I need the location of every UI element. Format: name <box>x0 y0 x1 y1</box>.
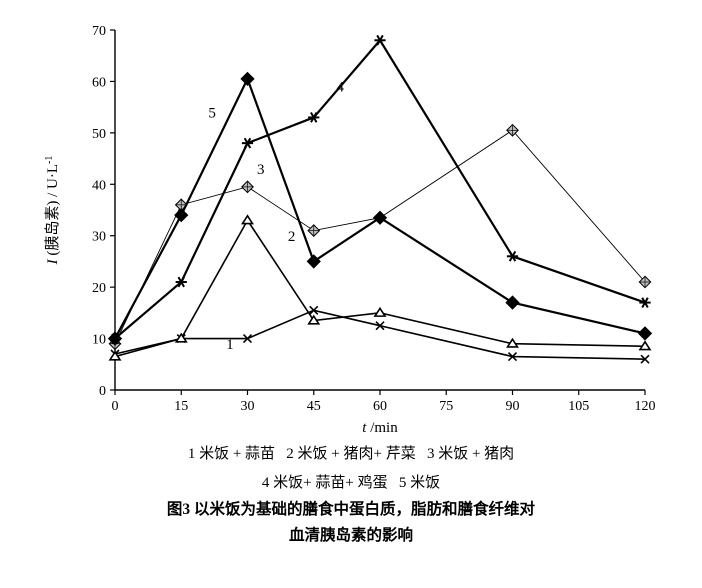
figure-caption: 图3 以米饭为基础的膳食中蛋白质，脂肪和膳食纤维对 血清胰岛素的影响 <box>0 497 702 550</box>
svg-text:30: 30 <box>241 399 255 414</box>
legend-item: 2 米饭 + 猪肉+ 芹菜 <box>286 446 415 462</box>
legend-item: 3 米饭 + 猪肉 <box>427 446 514 462</box>
svg-text:3: 3 <box>257 162 265 178</box>
figure-container: 0102030405060700153045607590105120t /min… <box>0 0 702 588</box>
svg-text:90: 90 <box>506 399 520 414</box>
svg-text:105: 105 <box>568 399 589 414</box>
svg-text:40: 40 <box>92 178 106 193</box>
svg-text:120: 120 <box>635 399 656 414</box>
svg-text:t /min: t /min <box>362 420 398 436</box>
svg-text:30: 30 <box>92 230 106 245</box>
svg-text:5: 5 <box>208 105 216 121</box>
svg-text:50: 50 <box>92 127 106 142</box>
svg-text:20: 20 <box>92 281 106 296</box>
svg-text:I (胰岛素) / U·L-1: I (胰岛素) / U·L-1 <box>44 156 62 266</box>
svg-text:60: 60 <box>92 75 106 90</box>
svg-text:75: 75 <box>439 399 453 414</box>
caption-line: 血清胰岛素的影响 <box>289 527 413 544</box>
svg-text:1: 1 <box>226 337 234 353</box>
svg-text:15: 15 <box>174 399 188 414</box>
svg-text:60: 60 <box>373 399 387 414</box>
svg-text:4: 4 <box>337 80 345 96</box>
legend: 1 米饭 + 蒜苗 2 米饭 + 猪肉+ 芹菜 3 米饭 + 猪肉 4 米饭+ … <box>0 440 702 497</box>
svg-text:45: 45 <box>307 399 321 414</box>
caption-line: 图3 以米饭为基础的膳食中蛋白质，脂肪和膳食纤维对 <box>167 501 535 518</box>
svg-text:2: 2 <box>288 229 296 245</box>
svg-text:10: 10 <box>92 333 106 348</box>
legend-item: 4 米饭+ 蒜苗+ 鸡蛋 <box>262 475 388 491</box>
legend-item: 1 米饭 + 蒜苗 <box>188 446 275 462</box>
svg-text:0: 0 <box>99 384 106 399</box>
svg-text:0: 0 <box>112 399 119 414</box>
legend-item: 5 米饭 <box>399 475 440 491</box>
chart: 0102030405060700153045607590105120t /min… <box>0 0 702 440</box>
svg-text:70: 70 <box>92 24 106 39</box>
